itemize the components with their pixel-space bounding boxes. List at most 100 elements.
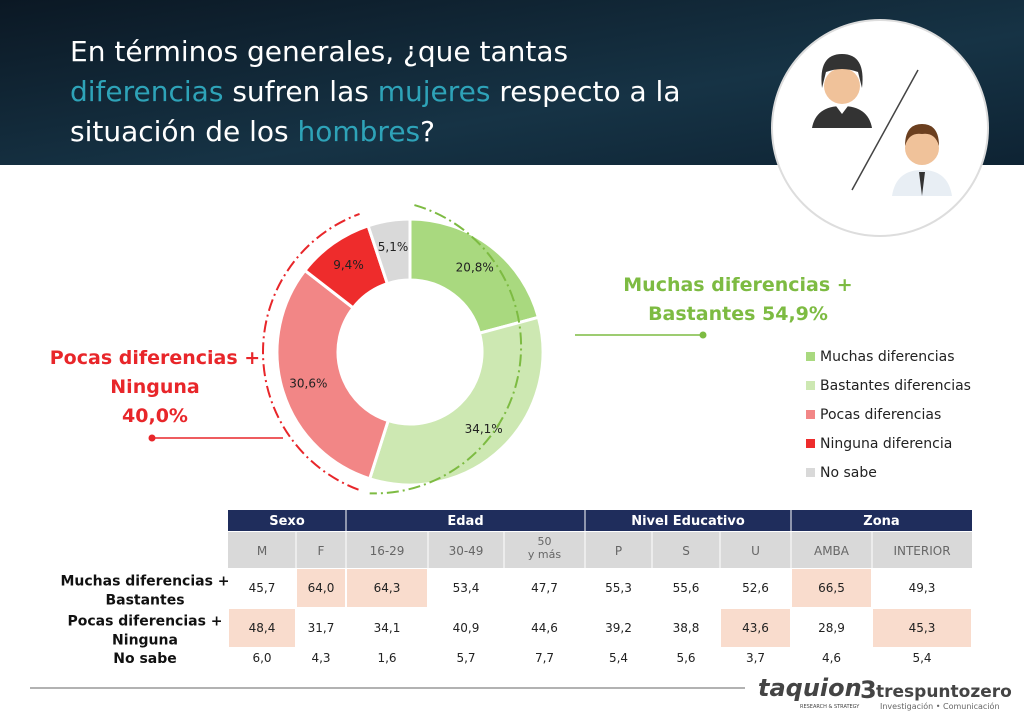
table-cell: 49,3 <box>909 581 936 595</box>
logo-mark: 3 <box>860 676 877 704</box>
bracket-arc <box>369 204 523 495</box>
annotation: Bastantes 54,9% <box>648 303 828 325</box>
table-cell: 1,6 <box>377 651 396 665</box>
row-label: Muchas diferencias + <box>60 574 229 590</box>
title-line: situación de los hombres? <box>70 115 435 148</box>
table-cell: 66,5 <box>818 581 845 595</box>
column-header: 30-49 <box>449 544 484 558</box>
group-header: Zona <box>863 514 899 529</box>
value-label: 9,4% <box>333 258 364 272</box>
donut-slice <box>408 217 541 336</box>
table-cell: 5,6 <box>676 651 695 665</box>
highlight-cell <box>721 609 790 647</box>
legend-label: Ninguna diferencia <box>820 436 952 452</box>
title-part: En términos generales, ¿que tantas <box>70 35 568 68</box>
table-cell: 39,2 <box>605 621 632 635</box>
table-cell: 31,7 <box>308 621 335 635</box>
value-label: 20,8% <box>456 260 494 274</box>
table-cell: 45,7 <box>249 581 276 595</box>
value-label: 5,1% <box>378 240 409 254</box>
table-cell: 4,6 <box>822 651 841 665</box>
table-cell: 3,7 <box>746 651 765 665</box>
legend-swatch <box>806 381 815 390</box>
table-cell: 64,3 <box>374 581 401 595</box>
table-cell: 53,4 <box>453 581 480 595</box>
legend-label: Bastantes diferencias <box>820 378 971 394</box>
annotation: 40,0% <box>122 405 188 427</box>
table-cell: 52,6 <box>742 581 769 595</box>
table-cell: 55,6 <box>673 581 700 595</box>
highlight-cell <box>347 569 427 607</box>
group-header: Edad <box>447 514 483 529</box>
highlight-cell <box>297 569 345 607</box>
table-cell: 6,0 <box>252 651 271 665</box>
row-label: Pocas diferencias + <box>67 614 222 630</box>
table-cell: 5,7 <box>456 651 475 665</box>
title-part: sufren las <box>223 75 377 108</box>
column-header: U <box>751 544 760 558</box>
annotation: Muchas diferencias + <box>623 274 852 296</box>
table-cell: 5,4 <box>609 651 628 665</box>
row-label: No sabe <box>113 651 177 667</box>
title-part: diferencias <box>70 75 223 108</box>
title-part: ? <box>420 115 435 148</box>
table-cell: 55,3 <box>605 581 632 595</box>
legend-label: Pocas diferencias <box>820 407 941 423</box>
bracket-arc <box>262 212 360 491</box>
table-cell: 4,3 <box>311 651 330 665</box>
column-header: 16-29 <box>370 544 405 558</box>
column-header: F <box>318 544 325 558</box>
legend-label: Muchas diferencias <box>820 349 955 365</box>
donut-slice <box>275 268 391 481</box>
value-label: 30,6% <box>289 377 327 391</box>
donut-slice <box>367 315 545 487</box>
table-cell: 5,4 <box>912 651 931 665</box>
title-part: situación de los <box>70 115 298 148</box>
logo: trespuntozero <box>876 682 1012 702</box>
table-subheader-band <box>228 532 972 568</box>
legend-label: No sabe <box>820 465 877 481</box>
column-header: P <box>615 544 622 558</box>
row-label: Ninguna <box>112 633 178 649</box>
table-header-band <box>228 510 972 531</box>
logo: taquion <box>758 674 862 702</box>
table-cell: 44,6 <box>531 621 558 635</box>
column-header: 50 y más <box>528 535 561 561</box>
table-cell: 48,4 <box>249 621 276 635</box>
group-header: Sexo <box>269 514 305 529</box>
value-label: 34,1% <box>465 422 503 436</box>
table-cell: 64,0 <box>308 581 335 595</box>
donut-slice <box>366 217 412 286</box>
highlight-cell <box>229 609 295 647</box>
column-header: AMBA <box>814 544 850 558</box>
logo-tagline: RESEARCH & STRATEGY <box>800 704 860 710</box>
legend-swatch <box>806 352 815 361</box>
table-cell: 28,9 <box>818 621 845 635</box>
row-label: Bastantes <box>105 593 184 609</box>
title-line: En términos generales, ¿que tantas <box>70 35 568 68</box>
highlight-cell <box>873 609 971 647</box>
connector-dot <box>148 434 156 442</box>
title-part: respecto a la <box>490 75 680 108</box>
column-header: M <box>257 544 267 558</box>
legend-swatch <box>806 439 815 448</box>
table-cell: 7,7 <box>535 651 554 665</box>
table-cell: 38,8 <box>673 621 700 635</box>
title-part: mujeres <box>378 75 491 108</box>
title-line: diferencias sufren las mujeres respecto … <box>70 75 681 108</box>
highlight-cell <box>792 569 871 607</box>
people-badge <box>771 19 989 237</box>
legend-swatch <box>806 410 815 419</box>
group-header: Nivel Educativo <box>631 514 745 529</box>
table-cell: 45,3 <box>909 621 936 635</box>
column-header: INTERIOR <box>893 544 950 558</box>
annotation: Ninguna <box>110 376 199 398</box>
title-part: hombres <box>298 115 421 148</box>
column-header: S <box>682 544 690 558</box>
table-cell: 43,6 <box>742 621 769 635</box>
logo-tagline: Investigación • Comunicación <box>880 701 1000 711</box>
legend-swatch <box>806 468 815 477</box>
table-cell: 34,1 <box>374 621 401 635</box>
table-cell: 40,9 <box>453 621 480 635</box>
